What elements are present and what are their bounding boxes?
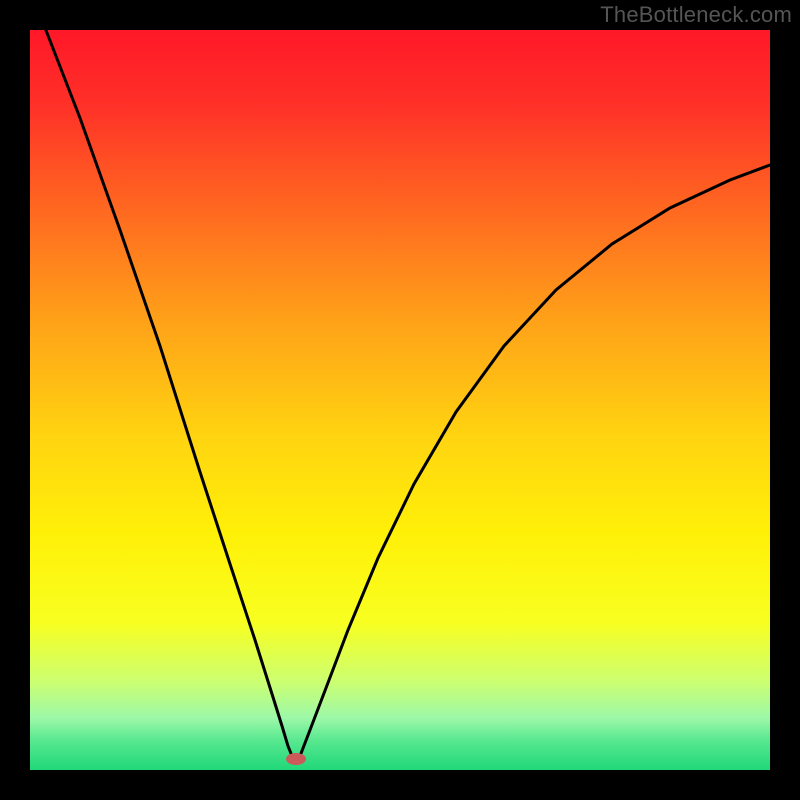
plot-background [30, 30, 770, 770]
minimum-marker [286, 753, 306, 765]
bottleneck-chart [0, 0, 800, 800]
watermark-label: TheBottleneck.com [600, 2, 792, 28]
